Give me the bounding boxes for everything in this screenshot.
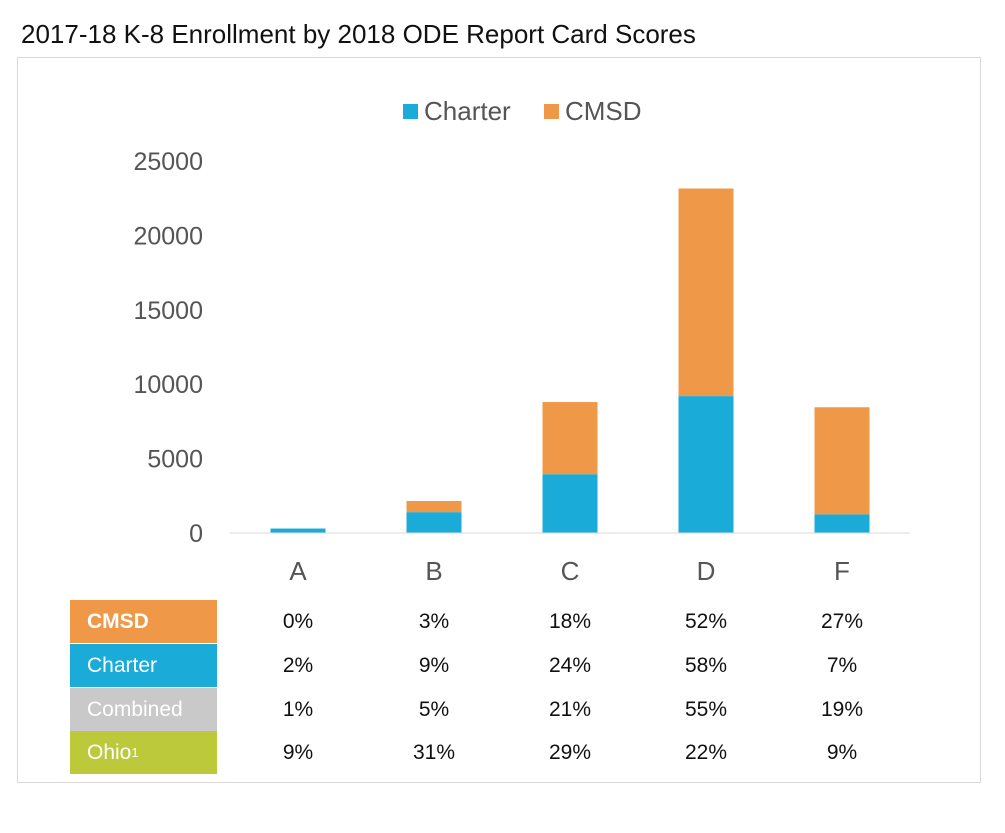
- legend-swatch-charter: [403, 103, 418, 119]
- table-cell: 22%: [684, 741, 728, 764]
- table-cell: 29%: [548, 741, 592, 764]
- bar-charter-d: [678, 396, 734, 533]
- y-tick-label: 5000: [147, 446, 203, 474]
- y-tick-label: 10000: [133, 371, 203, 399]
- table-cell: 21%: [548, 698, 592, 721]
- table-cell: 0%: [282, 610, 314, 633]
- bar-charter-b: [406, 512, 462, 533]
- bar-charter-c: [542, 474, 598, 533]
- bar-cmsd-f: [814, 407, 870, 515]
- table-cell: 18%: [548, 610, 592, 633]
- x-tick-label: B: [425, 556, 442, 586]
- table-cell: 58%: [684, 654, 728, 677]
- table-cell: 2%: [282, 654, 314, 677]
- table-cell: 31%: [412, 741, 456, 764]
- row-label-text: Ohio: [87, 740, 132, 764]
- legend-item-cmsd: CMSD: [544, 96, 642, 126]
- row-label-text: Charter: [87, 653, 158, 677]
- table-cell: 55%: [684, 698, 728, 721]
- bar-group: [270, 188, 870, 533]
- y-tick-label: 15000: [133, 297, 203, 325]
- table-cell: 9%: [826, 741, 858, 764]
- table-cell: 1%: [282, 698, 314, 721]
- x-tick-label: C: [561, 556, 580, 586]
- table-cell: 5%: [418, 698, 450, 721]
- y-tick-label: 20000: [133, 222, 203, 250]
- table-row-label-cmsd: CMSD: [70, 600, 217, 643]
- y-tick-label: 0: [189, 520, 203, 548]
- y-tick-label: 25000: [133, 148, 203, 176]
- bar-chart: 0 5000 10000 15000 20000 25000 A B C D F: [133, 148, 910, 586]
- table-cell: 27%: [820, 610, 864, 633]
- chart-frame: [17, 57, 981, 783]
- chart-legend: Charter CMSD: [0, 96, 1005, 126]
- x-tick-label: D: [697, 556, 716, 586]
- table-cell: 3%: [418, 610, 450, 633]
- bar-charter-a: [270, 528, 326, 533]
- table-row-label-charter: Charter: [70, 644, 217, 687]
- bar-cmsd-b: [406, 501, 462, 513]
- row-label-text: Combined: [87, 697, 183, 721]
- y-axis: 0 5000 10000 15000 20000 25000: [133, 148, 203, 548]
- legend-swatch-cmsd: [544, 103, 559, 119]
- table-cell: 9%: [282, 741, 314, 764]
- table-cell: 24%: [548, 654, 592, 677]
- table-cell: 19%: [820, 698, 864, 721]
- table-row-label-combined: Combined: [70, 688, 217, 731]
- legend-label-charter: Charter: [424, 95, 511, 126]
- legend-label-cmsd: CMSD: [565, 95, 642, 126]
- table-cell: 9%: [418, 654, 450, 677]
- bar-cmsd-c: [542, 402, 598, 475]
- table-cell: 7%: [826, 654, 858, 677]
- legend-item-charter: Charter: [403, 96, 511, 126]
- bar-cmsd-d: [678, 188, 734, 397]
- x-tick-label: F: [834, 556, 850, 586]
- table-row-label-ohio: Ohio 1: [70, 731, 217, 774]
- x-tick-label: A: [289, 556, 307, 586]
- table-cell: 52%: [684, 610, 728, 633]
- row-label-text: CMSD: [87, 609, 149, 633]
- bar-charter-f: [814, 514, 870, 533]
- chart-title: 2017-18 K-8 Enrollment by 2018 ODE Repor…: [21, 19, 696, 49]
